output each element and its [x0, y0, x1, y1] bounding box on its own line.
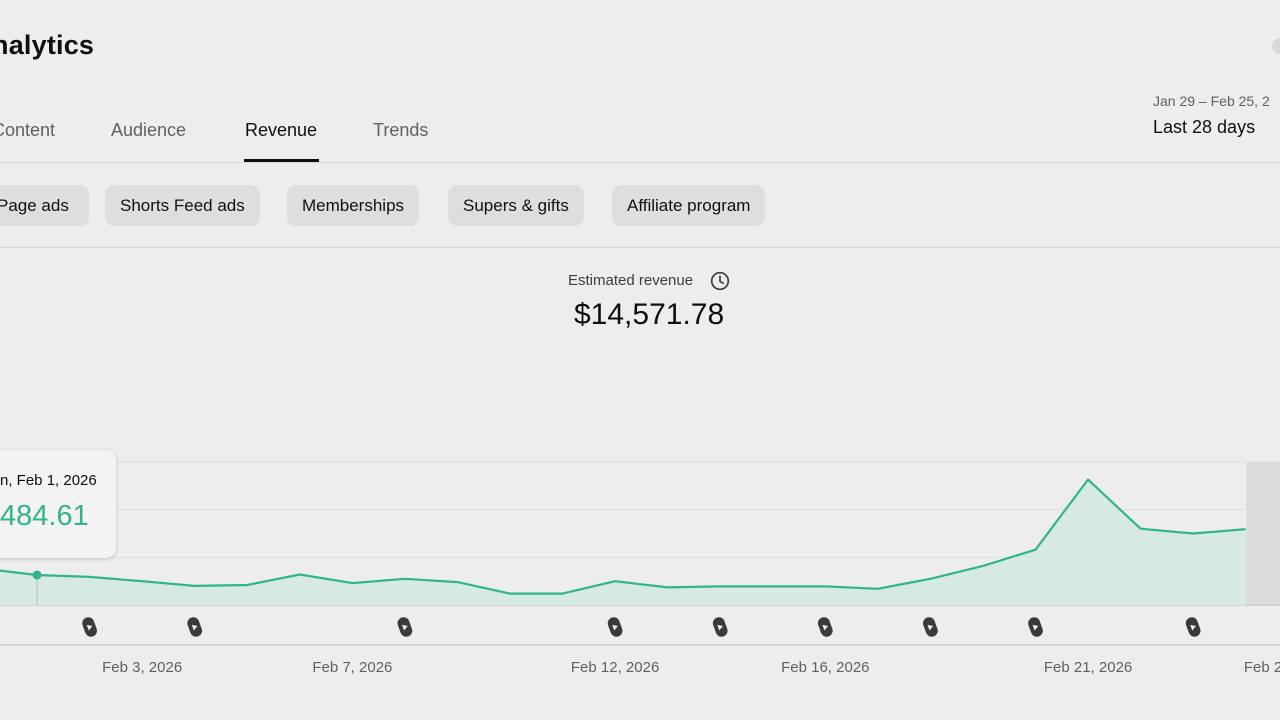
active-tab-indicator: [244, 159, 319, 162]
chart-tooltip: n, Feb 1, 2026 484.61: [0, 450, 116, 558]
chips-divider: [0, 247, 1280, 248]
x-tick-label: Feb 25, 20: [1244, 659, 1280, 676]
x-tick-label: Feb 21, 2026: [1044, 659, 1132, 676]
shorts-icon[interactable]: [921, 616, 939, 639]
chart-series-line: [0, 478, 1246, 595]
chip-supers-gifts[interactable]: Supers & gifts: [448, 185, 584, 226]
tabs-divider: [0, 162, 1280, 163]
header-action-button[interactable]: [1272, 38, 1280, 54]
tooltip-date: n, Feb 1, 2026: [0, 472, 97, 489]
chip-memberships[interactable]: Memberships: [287, 185, 420, 226]
shorts-icon[interactable]: [1026, 616, 1044, 639]
shorts-icon[interactable]: [606, 616, 624, 639]
chart-area: [0, 479, 1246, 605]
shorts-icon[interactable]: [81, 616, 99, 639]
shorts-icon[interactable]: [816, 616, 834, 639]
chip-affiliate-program[interactable]: Affiliate program: [612, 185, 766, 226]
tab-trends[interactable]: Trends: [373, 120, 429, 140]
clock-icon[interactable]: [710, 271, 730, 291]
metric-value: $14,571.78: [574, 298, 725, 331]
x-tick-label: Feb 3, 2026: [102, 659, 182, 676]
chip-shorts-feed-ads[interactable]: Shorts Feed ads: [105, 185, 260, 226]
tab-audience[interactable]: Audience: [111, 120, 187, 140]
tab-content[interactable]: Content: [0, 120, 56, 140]
shorts-icon[interactable]: [396, 616, 414, 639]
tab-revenue[interactable]: Revenue: [245, 120, 318, 140]
page-title: nalytics: [0, 30, 95, 60]
chip-page-ads[interactable]: Page ads: [0, 185, 89, 226]
revenue-chart[interactable]: Feb 3, 2026 Feb 7, 2026 Feb 12, 2026 Feb 16…: [0, 440, 1280, 720]
metric-label: Estimated revenue: [568, 272, 694, 289]
x-tick-label: Feb 7, 2026: [312, 659, 392, 676]
x-tick-label: Feb 12, 2026: [571, 659, 659, 676]
date-range-text[interactable]: Jan 29 – Feb 25, 2: [1153, 93, 1270, 109]
chart-pending-region: [1246, 462, 1280, 605]
chart-highlight-point: [32, 570, 42, 580]
tooltip-value: 484.61: [0, 500, 89, 532]
x-tick-label: Feb 16, 2026: [781, 659, 869, 676]
shorts-icon[interactable]: [186, 616, 204, 639]
shorts-icon[interactable]: [711, 616, 729, 639]
date-period-selector[interactable]: Last 28 days: [1153, 117, 1256, 137]
shorts-icon[interactable]: [1184, 616, 1202, 639]
